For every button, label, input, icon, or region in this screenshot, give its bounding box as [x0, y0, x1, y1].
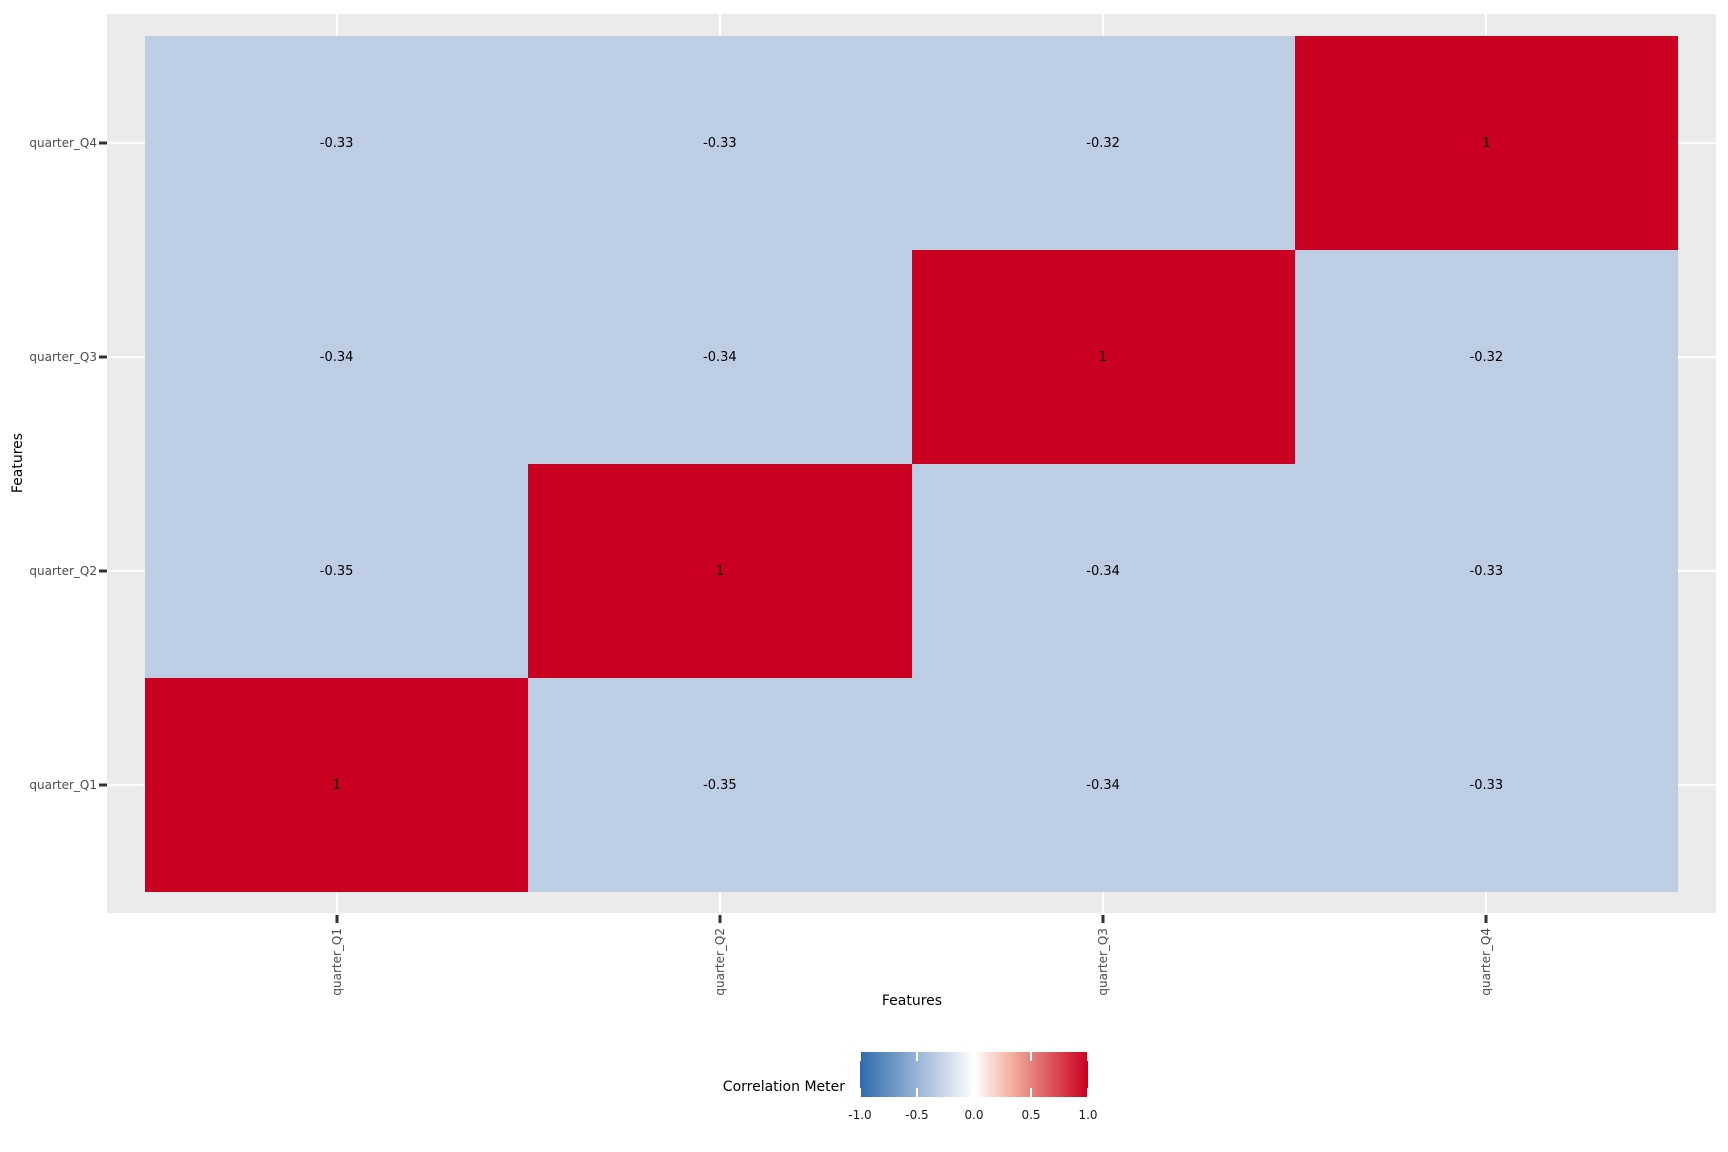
heatmap-cell: -0.34 — [911, 464, 1295, 678]
y-tick-mark — [99, 355, 107, 359]
colorbar-tick-notch — [1087, 1088, 1088, 1097]
cell-value: -0.35 — [319, 563, 354, 579]
cell-value: -0.33 — [319, 135, 354, 151]
y-tick-label: quarter_Q1 — [29, 778, 97, 792]
heatmap-cell: 1 — [1294, 36, 1678, 250]
cell-value: 1 — [1482, 135, 1491, 151]
x-axis-title: Features — [881, 993, 943, 1009]
heatmap-cell: 1 — [528, 464, 912, 678]
x-tick-label: quarter_Q4 — [1479, 928, 1494, 996]
heatmap-cell: 1 — [145, 678, 529, 892]
cell-value: -0.34 — [703, 349, 737, 365]
heatmap-cell: 1 — [911, 250, 1295, 464]
y-axis-title: Features — [10, 432, 26, 494]
colorbar-tick-notch — [1030, 1088, 1032, 1097]
x-tick-label: quarter_Q2 — [712, 928, 727, 996]
heatmap-cell: -0.35 — [145, 464, 529, 678]
cell-value: 1 — [1098, 349, 1108, 365]
cell-value: -0.32 — [1086, 135, 1120, 151]
x-tick-label: quarter_Q1 — [329, 928, 344, 996]
colorbar-tick-label: 1.0 — [1078, 1108, 1098, 1122]
cell-value: 1 — [332, 777, 341, 793]
cell-value: -0.34 — [319, 349, 354, 365]
colorbar-tick-notch — [860, 1088, 861, 1097]
cell-value: -0.33 — [703, 135, 737, 151]
cell-value: -0.34 — [1086, 563, 1120, 579]
colorbar-tick-label: -0.5 — [905, 1108, 929, 1122]
colorbar-tick-notch — [860, 1052, 861, 1061]
heatmap-cell: -0.35 — [528, 678, 912, 892]
y-tick-label: quarter_Q4 — [29, 136, 97, 150]
heatmap-cells-area: -0.33 -0.33 -0.32 1 -0.34 -0.34 1 -0.32 -0.35 1 -0… — [145, 36, 1678, 892]
y-tick-mark — [99, 569, 107, 573]
x-tick-mark — [335, 915, 339, 923]
colorbar-gradient — [860, 1052, 1088, 1097]
colorbar-tick-notch — [916, 1088, 918, 1097]
colorbar-tick-label: -1.0 — [848, 1108, 872, 1122]
cell-value: -0.32 — [1469, 349, 1504, 365]
colorbar-tick-notch — [916, 1052, 918, 1061]
heatmap-cell: -0.32 — [911, 36, 1295, 250]
y-tick-mark — [99, 783, 107, 787]
heatmap-cell: -0.34 — [911, 678, 1295, 892]
colorbar-tick-label: 0.0 — [964, 1108, 984, 1122]
x-tick-mark — [718, 915, 722, 923]
heatmap-cell: -0.33 — [1294, 464, 1678, 678]
cell-value: -0.34 — [1086, 777, 1120, 793]
legend-title: Correlation Meter — [722, 1079, 845, 1095]
heatmap-cell: -0.34 — [528, 250, 912, 464]
y-tick-label: quarter_Q3 — [29, 350, 97, 364]
x-tick-mark — [1484, 915, 1488, 923]
cell-value: -0.35 — [703, 777, 737, 793]
heatmap-cell: -0.33 — [528, 36, 912, 250]
y-tick-label: quarter_Q2 — [29, 564, 97, 578]
y-tick-mark — [99, 141, 107, 145]
cell-value: -0.33 — [1469, 777, 1504, 793]
colorbar-tick-notch — [1087, 1052, 1088, 1061]
colorbar-tick-notch — [1030, 1052, 1032, 1061]
x-tick-mark — [1101, 915, 1105, 923]
cell-value: -0.33 — [1469, 563, 1504, 579]
heatmap-cell: -0.32 — [1294, 250, 1678, 464]
heatmap-cell: -0.33 — [145, 36, 529, 250]
heatmap-cell: -0.33 — [1294, 678, 1678, 892]
heatmap-cell: -0.34 — [145, 250, 529, 464]
cell-value: 1 — [715, 563, 725, 579]
x-tick-label: quarter_Q3 — [1096, 928, 1111, 996]
colorbar-tick-label: 0.5 — [1021, 1108, 1041, 1122]
